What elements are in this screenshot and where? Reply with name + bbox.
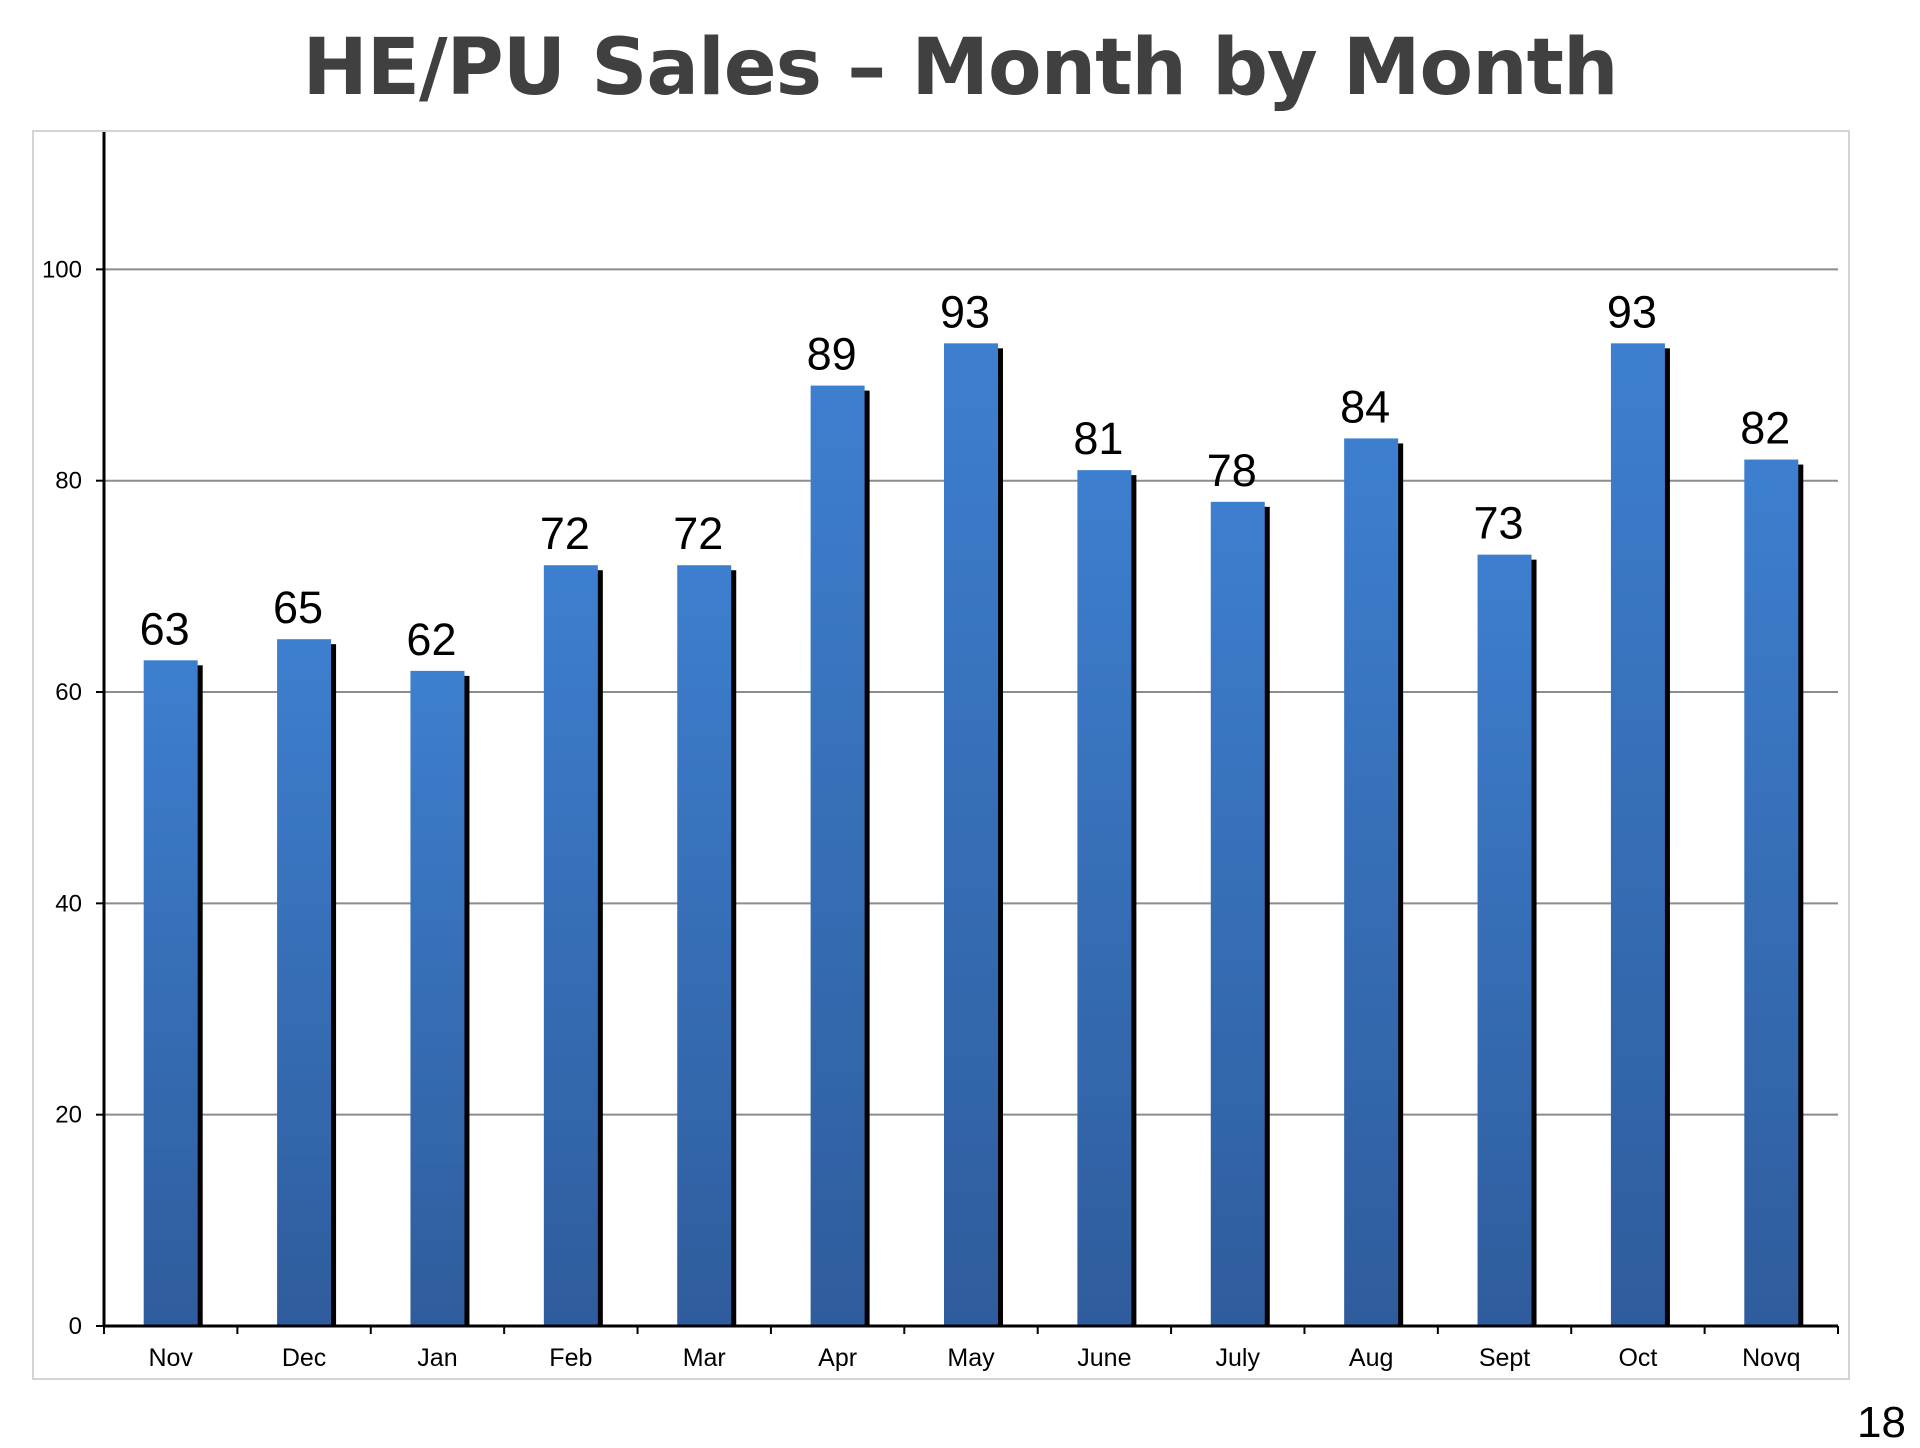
axes <box>96 132 1839 1334</box>
page-number: 18 <box>1857 1398 1906 1447</box>
bar-june <box>1077 470 1132 1326</box>
bars <box>143 343 1804 1327</box>
x-tick-label-mar: Mar <box>683 1344 726 1372</box>
x-tick-label-feb: Feb <box>549 1344 592 1372</box>
data-label-mar: 72 <box>673 508 723 559</box>
y-tick-label-80: 80 <box>55 468 82 495</box>
x-tick-label-june: June <box>1077 1344 1131 1372</box>
x-tick-label-novq: Novq <box>1742 1344 1800 1372</box>
bar-jan <box>410 670 465 1326</box>
data-label-sept: 73 <box>1474 498 1524 549</box>
x-tick-label-dec: Dec <box>282 1344 326 1372</box>
x-tick-label-jan: Jan <box>417 1344 457 1372</box>
y-tick-label-100: 100 <box>42 256 82 283</box>
bar-feb <box>543 565 598 1326</box>
bar-novq <box>1744 459 1799 1327</box>
data-label-oct: 93 <box>1607 286 1657 337</box>
data-label-nov: 63 <box>140 603 190 654</box>
x-tick-label-july: July <box>1216 1344 1261 1372</box>
bar-july <box>1210 501 1265 1326</box>
data-label-july: 78 <box>1207 445 1257 496</box>
bar-sept <box>1477 554 1532 1326</box>
y-tick-label-60: 60 <box>55 679 82 706</box>
x-tick-label-aug: Aug <box>1349 1344 1393 1372</box>
data-label-feb: 72 <box>540 508 590 559</box>
slide-title: HE/PU Sales – Month by Month <box>302 23 1619 113</box>
bar-aug <box>1344 438 1399 1326</box>
bar-dec <box>277 639 332 1326</box>
data-label-apr: 89 <box>807 329 857 380</box>
y-tick-label-40: 40 <box>55 890 82 917</box>
bar-mar <box>677 565 732 1326</box>
x-tick-label-may: May <box>947 1344 995 1372</box>
data-label-dec: 65 <box>273 582 323 633</box>
x-tick-label-nov: Nov <box>148 1344 193 1372</box>
x-tick-label-sept: Sept <box>1479 1344 1530 1372</box>
bar-may <box>944 343 998 1327</box>
data-label-novq: 82 <box>1740 403 1790 454</box>
y-tick-label-0: 0 <box>69 1313 82 1340</box>
bar-apr <box>810 385 865 1327</box>
data-label-jan: 62 <box>406 614 456 665</box>
y-axis-tick-labels: 0 20 40 60 80 100 <box>42 256 82 1340</box>
x-tick-label-oct: Oct <box>1618 1344 1657 1372</box>
bar-oct <box>1610 343 1665 1327</box>
bar-nov <box>143 660 198 1326</box>
data-label-june: 81 <box>1073 413 1123 464</box>
y-tick-label-20: 20 <box>55 1102 82 1129</box>
data-labels: 63 65 62 72 72 89 93 81 78 84 73 93 82 <box>140 286 1791 665</box>
x-tick-label-apr: Apr <box>818 1344 857 1372</box>
x-axis-tick-labels: Nov Dec Jan Feb Mar Apr May June July Aug Sept Oct N… <box>148 1344 1800 1372</box>
data-label-aug: 84 <box>1340 381 1390 432</box>
data-label-may: 93 <box>940 286 990 337</box>
